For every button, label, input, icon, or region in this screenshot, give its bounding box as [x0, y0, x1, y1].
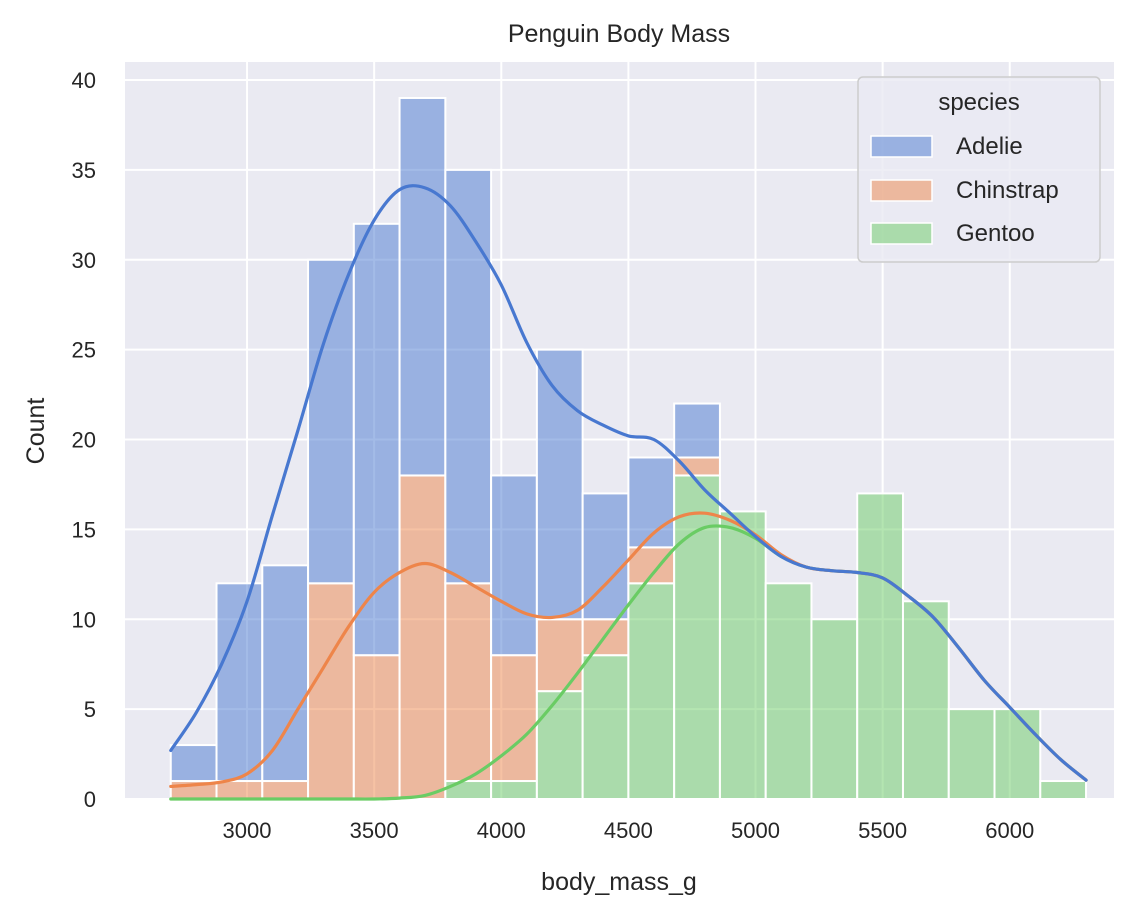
bar-adelie [307, 258, 355, 585]
bar-chinstrap [444, 582, 493, 783]
legend-label-chinstrap: Chinstrap [956, 177, 1059, 204]
y-tick-label: 25 [72, 338, 96, 363]
y-axis-label: Count [22, 398, 50, 465]
bar-gentoo [490, 780, 538, 801]
bar-gentoo [810, 618, 859, 800]
bar-chinstrap [535, 618, 584, 693]
bar-adelie [444, 168, 493, 585]
bar-chinstrap [673, 456, 721, 477]
bar-chinstrap [215, 780, 264, 801]
kde-curves [169, 184, 1088, 801]
legend-title: species [938, 89, 1019, 116]
bar-gentoo [627, 582, 676, 800]
y-tick-label: 35 [72, 158, 96, 183]
legend-label-adelie: Adelie [956, 133, 1023, 160]
bar-gentoo [856, 492, 904, 800]
bar-adelie [398, 96, 447, 477]
x-tick-label: 6000 [985, 818, 1034, 843]
bar-gentoo [764, 582, 813, 800]
legend: species Adelie Chinstrap Gentoo [857, 76, 1101, 263]
legend-swatch-chinstrap [870, 179, 933, 202]
bar-adelie [627, 456, 676, 549]
bar-chinstrap [261, 780, 310, 801]
x-tick-label: 5000 [731, 818, 780, 843]
bar-chinstrap [307, 582, 355, 800]
legend-label-gentoo: Gentoo [956, 220, 1035, 247]
x-tick-labels: 3000 3500 4000 4500 5000 5500 6000 [223, 818, 1035, 843]
bar-adelie [169, 744, 218, 783]
legend-box [857, 76, 1101, 263]
chart-title: Penguin Body Mass [508, 20, 730, 48]
bar-adelie [215, 582, 264, 783]
y-tick-label: 0 [84, 787, 96, 812]
bar-gentoo [535, 690, 584, 801]
x-tick-label: 3000 [223, 818, 272, 843]
x-tick-label: 4000 [477, 818, 526, 843]
bar-gentoo [444, 780, 493, 801]
bar-gentoo [718, 510, 767, 800]
bar-gentoo [901, 600, 950, 801]
y-tick-label: 30 [72, 248, 96, 273]
bar-gentoo [993, 708, 1042, 800]
bar-adelie [490, 474, 538, 657]
y-tick-labels: 0 5 10 15 20 25 30 35 40 [72, 68, 96, 812]
bar-adelie [535, 348, 584, 621]
bar-adelie [673, 402, 721, 459]
bar-gentoo [1039, 780, 1088, 801]
bar-chinstrap [398, 474, 447, 800]
y-tick-label: 40 [72, 68, 96, 93]
bar-adelie [261, 564, 310, 783]
x-tick-label: 4500 [604, 818, 653, 843]
x-axis-label: body_mass_g [541, 868, 697, 896]
legend-swatch-gentoo [870, 222, 933, 245]
kde-line-adelie [169, 184, 1088, 782]
x-tick-label: 5500 [858, 818, 907, 843]
y-tick-label: 10 [72, 607, 96, 632]
y-tick-label: 20 [72, 428, 96, 453]
bar-chinstrap [352, 654, 401, 801]
bar-gentoo [581, 654, 630, 801]
bar-gentoo [673, 474, 721, 800]
bars [169, 96, 1088, 801]
bar-gentoo [947, 708, 996, 800]
y-tick-label: 15 [72, 517, 96, 542]
y-tick-label: 5 [84, 697, 96, 722]
x-tick-label: 3500 [350, 818, 399, 843]
legend-swatch-adelie [870, 135, 933, 158]
bar-chinstrap [490, 654, 538, 783]
